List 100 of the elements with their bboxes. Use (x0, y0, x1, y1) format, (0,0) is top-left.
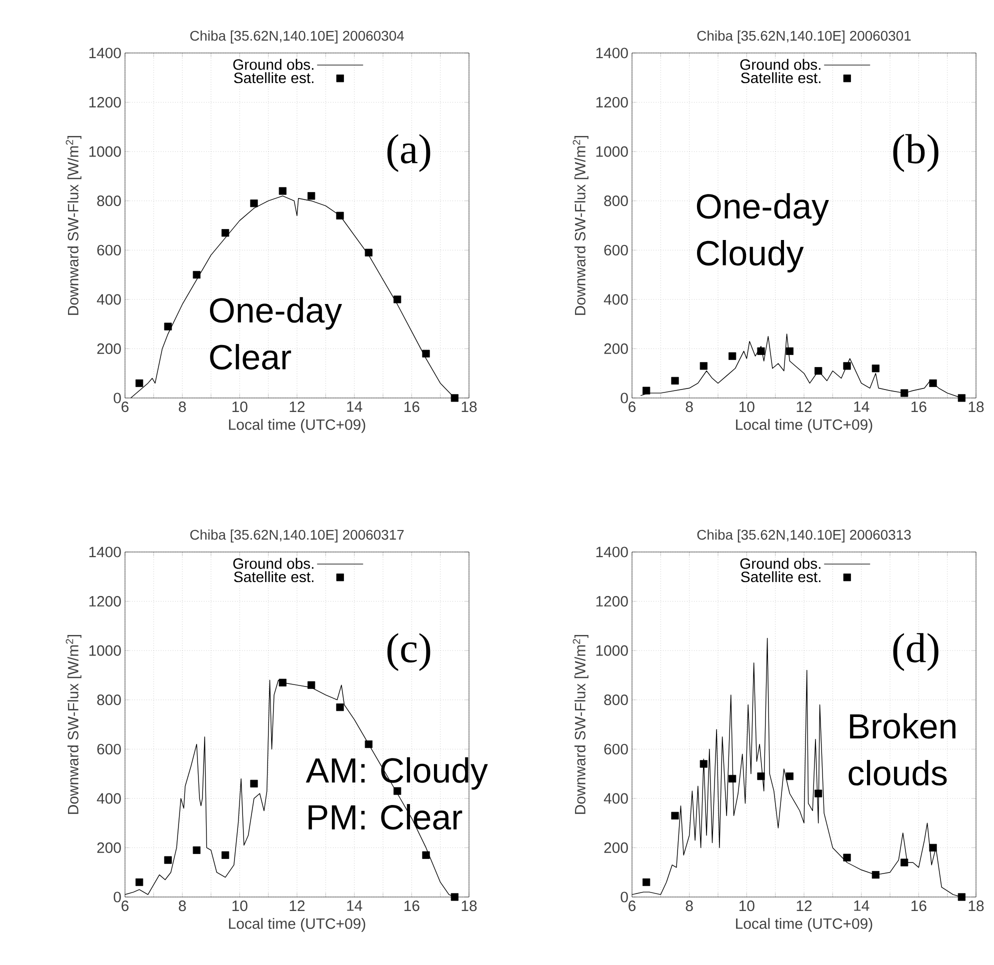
legend-label: Satellite est. (741, 571, 820, 582)
annotation: (b) (893, 134, 938, 172)
legend-label: Satellite est. (741, 72, 820, 84)
y-tick-label: 0 (620, 392, 628, 404)
x-tick-label: 8 (178, 402, 186, 412)
y-tick-label: 1000 (596, 146, 628, 157)
x-tick-label: 16 (404, 900, 420, 912)
point (757, 347, 765, 355)
y-tick-label: 0 (114, 392, 121, 404)
x-tick-label: 14 (854, 900, 870, 911)
x-tick-label: 16 (404, 402, 420, 412)
point (728, 352, 736, 360)
point (308, 192, 316, 200)
point (222, 851, 230, 859)
annotation: One-day Clear (210, 297, 342, 370)
y-tick-label: 0 (620, 892, 628, 902)
x-tick-label: 8 (178, 900, 186, 912)
point (192, 846, 200, 854)
x-tick-label: 12 (796, 900, 812, 911)
y-tick-label: 600 (604, 244, 628, 256)
legend-label: Ground obs. (233, 58, 314, 70)
y-tick-label: 200 (604, 842, 628, 853)
point (958, 394, 966, 402)
y-tick-label: 1400 (89, 546, 121, 558)
x-tick-label: 6 (628, 402, 636, 412)
x-tick-label: 10 (740, 900, 754, 912)
point (164, 856, 172, 864)
point (642, 878, 650, 886)
y-tick-label: 1000 (596, 645, 628, 656)
point (450, 893, 458, 901)
y-tick-label: 400 (604, 793, 628, 804)
point (250, 780, 258, 788)
legend-label: Satellite est. (234, 72, 314, 84)
point (814, 790, 822, 798)
point (872, 364, 880, 372)
chart-title: Chiba [35.62N,140.10E] 20060304 (190, 30, 404, 44)
y-tick-label: 400 (96, 294, 121, 305)
x-tick-label: 10 (232, 402, 248, 412)
x-tick-label: 8 (686, 402, 693, 412)
x-tick-label: 6 (122, 900, 128, 912)
x-tick-label: 10 (740, 402, 754, 412)
y-tick-label: 800 (604, 196, 628, 206)
point (728, 774, 736, 783)
y-tick-label: 600 (97, 744, 121, 754)
legend-label: Ground obs. (740, 58, 820, 70)
y-tick-label: 0 (114, 892, 121, 902)
point (786, 347, 794, 355)
x-axis-title: Local time (UTC+09) (736, 418, 872, 433)
y-tick-label: 1200 (89, 596, 121, 607)
y-tick-label: 600 (97, 244, 121, 256)
x-tick-label: 14 (347, 402, 362, 412)
annotation: (d) (893, 633, 938, 672)
point (422, 350, 430, 358)
y-tick-label: 800 (604, 694, 628, 706)
chart-title: Chiba [35.62N,140.10E] 20060301 (697, 30, 911, 44)
x-tick-label: 18 (968, 402, 984, 412)
y-tick-label: 800 (97, 196, 121, 206)
annotation: One-day Cloudy (696, 193, 829, 272)
x-axis-title: Local time (UTC+09) (736, 918, 872, 932)
x-tick-label: 18 (968, 900, 984, 912)
point (958, 893, 966, 901)
y-tick-label: 1200 (596, 96, 628, 108)
y-tick-label: 1000 (89, 146, 121, 157)
point (900, 389, 908, 397)
y-tick-label: 1000 (89, 645, 121, 656)
y-tick-label: 200 (97, 343, 121, 354)
legend-label: Satellite est. (234, 571, 314, 582)
y-tick-label: 1400 (596, 546, 628, 558)
point (642, 386, 650, 394)
point (757, 772, 765, 780)
x-tick-label: 8 (686, 900, 693, 912)
y-tick-label: 800 (97, 694, 121, 706)
point (192, 270, 200, 279)
x-axis-title: Local time (UTC+09) (229, 418, 366, 433)
x-tick-label: 6 (628, 900, 636, 912)
point (394, 296, 402, 304)
x-tick-label: 10 (232, 900, 248, 912)
x-tick-label: 16 (912, 402, 926, 412)
point (843, 362, 851, 370)
point (278, 187, 286, 195)
legend-label: Ground obs. (740, 558, 820, 569)
y-axis-title: Downward SW-Flux [W/m$^{2}$] (66, 634, 82, 814)
y-tick-label: 600 (604, 744, 628, 754)
y-tick-label: 1200 (89, 96, 121, 108)
point (164, 322, 172, 330)
point (250, 200, 258, 208)
point (671, 812, 679, 820)
point (872, 871, 880, 879)
legend-label: Ground obs. (233, 558, 314, 569)
x-axis-title: Local time (UTC+09) (229, 918, 366, 932)
x-tick-label: 16 (912, 900, 926, 912)
point (364, 740, 372, 748)
y-axis-title: Downward SW-Flux [W/m$^{2}$] (572, 634, 588, 814)
y-tick-label: 400 (604, 294, 628, 305)
chart-title: Chiba [35.62N,140.10E] 20060317 (190, 529, 404, 542)
annotation: Broken clouds (848, 713, 956, 786)
point (336, 212, 344, 220)
y-axis-title: Downward SW-Flux [W/m$^{2}$] (66, 136, 82, 315)
point (843, 854, 851, 862)
x-tick-label: 12 (796, 402, 812, 412)
